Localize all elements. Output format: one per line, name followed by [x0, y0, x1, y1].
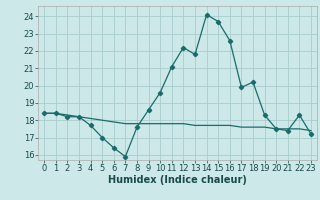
X-axis label: Humidex (Indice chaleur): Humidex (Indice chaleur) [108, 175, 247, 185]
